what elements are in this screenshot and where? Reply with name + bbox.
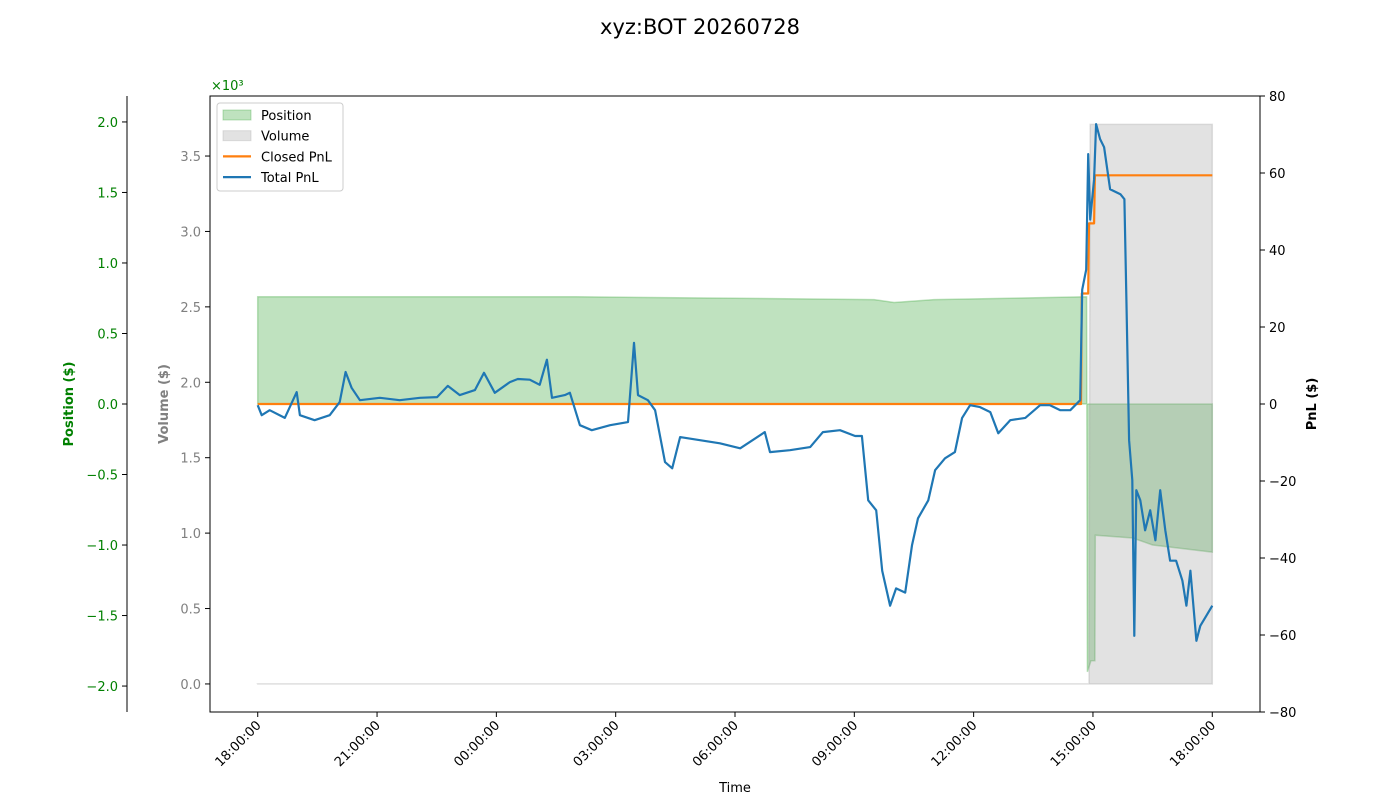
plot-area (256, 123, 1214, 685)
y-tick-label: 0.0 (180, 678, 201, 693)
x-tick-label: 12:00:00 (929, 718, 981, 770)
y-tick-label: 2.0 (180, 376, 201, 391)
y-tick-label: 3.0 (180, 225, 201, 240)
y2-tick-label: −60 (1269, 629, 1296, 644)
y-axis-label: Volume ($) (157, 364, 172, 444)
legend-label: Volume (261, 130, 309, 145)
y3-tick-label: 1.0 (97, 257, 118, 272)
x-tick-label: 15:00:00 (1048, 718, 1100, 770)
y-tick-label: 2.5 (180, 301, 201, 316)
y2-tick-label: 20 (1269, 321, 1286, 336)
y3-tick-label: −0.5 (86, 469, 118, 484)
legend-label: Total PnL (260, 171, 319, 186)
y2-tick-label: −20 (1269, 475, 1296, 490)
legend-label: Closed PnL (261, 150, 333, 165)
y-tick-label: 1.0 (180, 527, 201, 542)
x-tick-label: 00:00:00 (451, 718, 503, 770)
y2-tick-label: 60 (1269, 167, 1286, 182)
x-tick-label: 06:00:00 (690, 718, 742, 770)
x-tick-label: 03:00:00 (571, 718, 623, 770)
legend: Position Volume Closed PnL Total PnL (216, 102, 344, 192)
y2-tick-label: 40 (1269, 244, 1286, 259)
y-tick-label: 1.5 (180, 452, 201, 467)
line (256, 123, 1214, 642)
y3-tick-label: 2.0 (97, 116, 118, 131)
area (256, 296, 1214, 673)
legend-box (216, 102, 344, 192)
y-tick-label: 0.5 (180, 603, 201, 618)
y3-tick-label: −1.5 (86, 610, 118, 625)
x-tick-label: 21:00:00 (332, 718, 384, 770)
y2-tick-label: −40 (1269, 552, 1296, 567)
area (256, 123, 1214, 685)
position-axis-label: Position ($) (62, 362, 77, 447)
legend-label: Position (261, 109, 312, 124)
y-offset-label: ×10³ (211, 79, 244, 94)
x-tick-label: 09:00:00 (809, 718, 861, 770)
chart-title: xyz:BOT 20260728 (600, 15, 800, 39)
x-tick-label: 18:00:00 (1167, 718, 1219, 770)
pnl-axis-label: PnL ($) (1305, 378, 1320, 431)
x-tick-label: 18:00:00 (213, 718, 265, 770)
y3-tick-label: 0.0 (97, 398, 118, 413)
legend-swatch (222, 130, 252, 142)
legend-swatch (222, 109, 252, 121)
y3-tick-label: 1.5 (97, 186, 118, 201)
y3-tick-label: −1.0 (86, 539, 118, 554)
y2-tick-label: 0 (1269, 398, 1277, 413)
x-axis-label: Time (718, 781, 751, 796)
y2-tick-label: −80 (1269, 706, 1296, 721)
y3-tick-label: −2.0 (86, 680, 118, 695)
y2-tick-label: 80 (1269, 90, 1286, 105)
y-tick-label: 3.5 (180, 150, 201, 165)
y3-tick-label: 0.5 (97, 327, 118, 342)
